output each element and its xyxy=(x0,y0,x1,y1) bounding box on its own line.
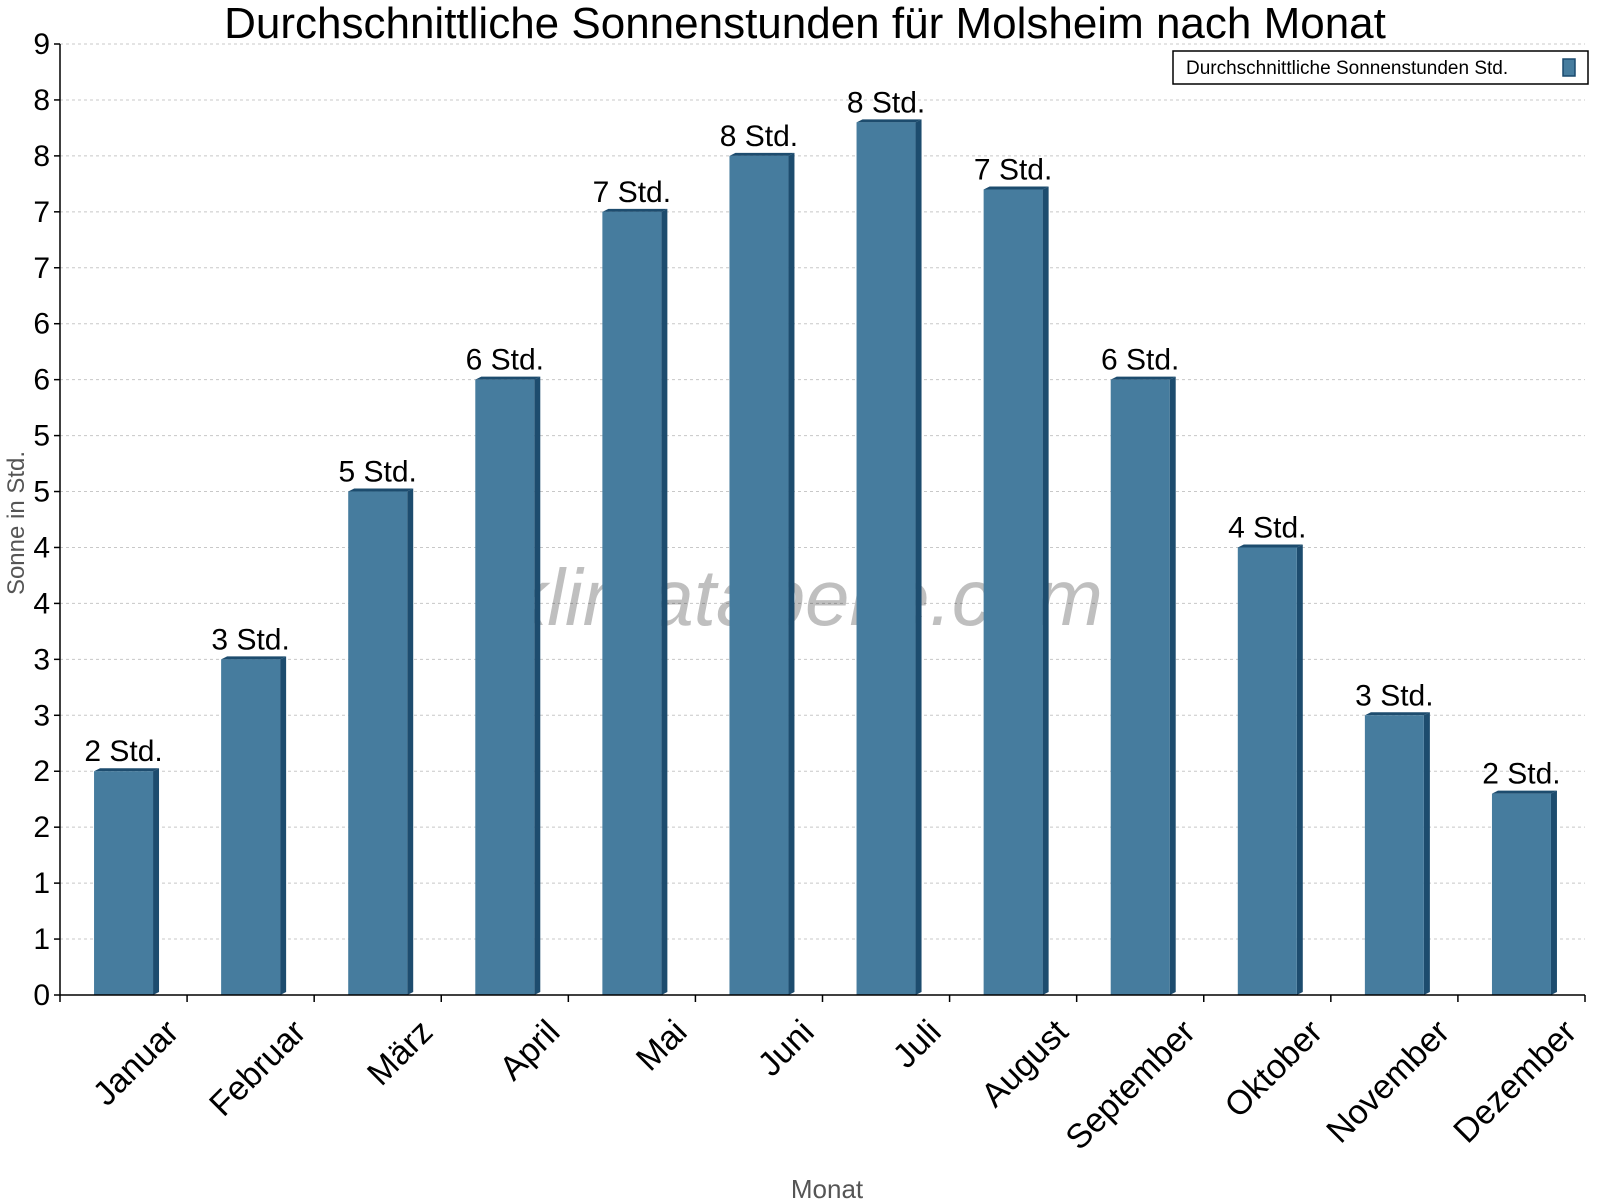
bar-top xyxy=(602,208,668,212)
y-tick-label: 0 xyxy=(33,979,50,1012)
bar-side xyxy=(534,376,541,995)
y-tick-label: 2 xyxy=(33,755,50,788)
data-label: 5 Std. xyxy=(339,456,417,489)
y-tick-label: 1 xyxy=(33,923,50,956)
bar xyxy=(1491,793,1551,995)
bar-side xyxy=(1169,376,1176,995)
y-tick-label: 9 xyxy=(33,28,50,61)
bar xyxy=(729,155,789,996)
bar xyxy=(221,659,281,995)
bar-side xyxy=(661,208,668,995)
data-label: 8 Std. xyxy=(847,86,925,119)
x-tick-label: März xyxy=(360,1013,440,1093)
data-label: 7 Std. xyxy=(974,153,1052,186)
y-tick-label: 7 xyxy=(33,252,50,285)
legend-box xyxy=(1172,50,1589,85)
x-tick-label: Mai xyxy=(629,1013,695,1079)
y-tick-label: 2 xyxy=(33,811,50,844)
x-tick-label: April xyxy=(492,1013,567,1088)
x-tick-label: Januar xyxy=(86,1013,186,1113)
x-tick-label: September xyxy=(1058,1013,1202,1157)
bar-top xyxy=(983,186,1049,190)
chart-title: Durchschnittliche Sonnenstunden für Mols… xyxy=(224,0,1386,48)
y-tick-label: 3 xyxy=(33,643,50,676)
y-tick-label: 4 xyxy=(33,587,50,620)
bar xyxy=(1237,547,1297,995)
data-label: 7 Std. xyxy=(593,176,671,209)
bar-top xyxy=(856,119,922,123)
bar-side xyxy=(915,119,922,996)
bar-side xyxy=(1296,544,1303,995)
bar-side xyxy=(788,152,795,996)
x-tick-label: November xyxy=(1319,1013,1457,1151)
bar-top xyxy=(221,656,287,660)
y-tick-label: 5 xyxy=(33,420,50,453)
y-tick-label: 6 xyxy=(33,364,50,397)
bar xyxy=(983,189,1043,996)
bar xyxy=(1110,379,1170,995)
bar-top xyxy=(475,376,541,380)
y-tick-label: 3 xyxy=(33,699,50,732)
data-label: 3 Std. xyxy=(211,623,289,656)
y-tick-label: 5 xyxy=(33,476,50,509)
data-label: 8 Std. xyxy=(720,120,798,153)
data-label: 4 Std. xyxy=(1228,511,1306,544)
x-tick-label: August xyxy=(974,1012,1076,1114)
legend: Durchschnittliche Sonnenstunden Std. xyxy=(1172,50,1589,85)
data-label: 6 Std. xyxy=(1101,344,1179,377)
bar xyxy=(602,211,662,995)
bar xyxy=(856,122,916,996)
x-axis-label: Monat xyxy=(791,1174,864,1200)
bar-side xyxy=(407,488,414,995)
bar-top xyxy=(1110,376,1176,380)
y-tick-label: 7 xyxy=(33,196,50,229)
y-tick-label: 8 xyxy=(33,84,50,117)
bar xyxy=(1364,715,1424,995)
bar-side xyxy=(1423,712,1430,995)
bar-top xyxy=(1237,544,1303,548)
x-tick-label: Juli xyxy=(886,1013,949,1076)
data-label: 2 Std. xyxy=(1482,758,1560,791)
x-tick-label: Juni xyxy=(751,1013,822,1084)
bar-top xyxy=(729,152,795,156)
bar-side xyxy=(153,768,160,995)
y-axis-label: Sonne in Std. xyxy=(3,451,30,595)
legend-label: Durchschnittliche Sonnenstunden Std. xyxy=(1186,58,1508,79)
bar xyxy=(94,771,154,995)
bar-side xyxy=(1550,790,1557,995)
bar xyxy=(348,491,408,995)
data-label: 6 Std. xyxy=(466,344,544,377)
bar-top xyxy=(1491,790,1557,794)
bar-top xyxy=(94,768,160,772)
x-tick-label: Dezember xyxy=(1446,1013,1584,1151)
x-tick-label: Februar xyxy=(202,1013,313,1124)
x-tick-label: Oktober xyxy=(1218,1013,1330,1125)
bar-top xyxy=(1364,712,1430,716)
y-tick-label: 8 xyxy=(33,140,50,173)
data-label: 3 Std. xyxy=(1355,679,1433,712)
bar-side xyxy=(1042,186,1049,996)
y-tick-label: 4 xyxy=(33,531,50,564)
legend-swatch xyxy=(1562,58,1576,77)
y-tick-label: 6 xyxy=(33,308,50,341)
bar xyxy=(475,379,535,995)
bar-side xyxy=(280,656,287,995)
y-tick-label: 1 xyxy=(33,867,50,900)
data-label: 2 Std. xyxy=(84,735,162,768)
bar-top xyxy=(348,488,414,492)
